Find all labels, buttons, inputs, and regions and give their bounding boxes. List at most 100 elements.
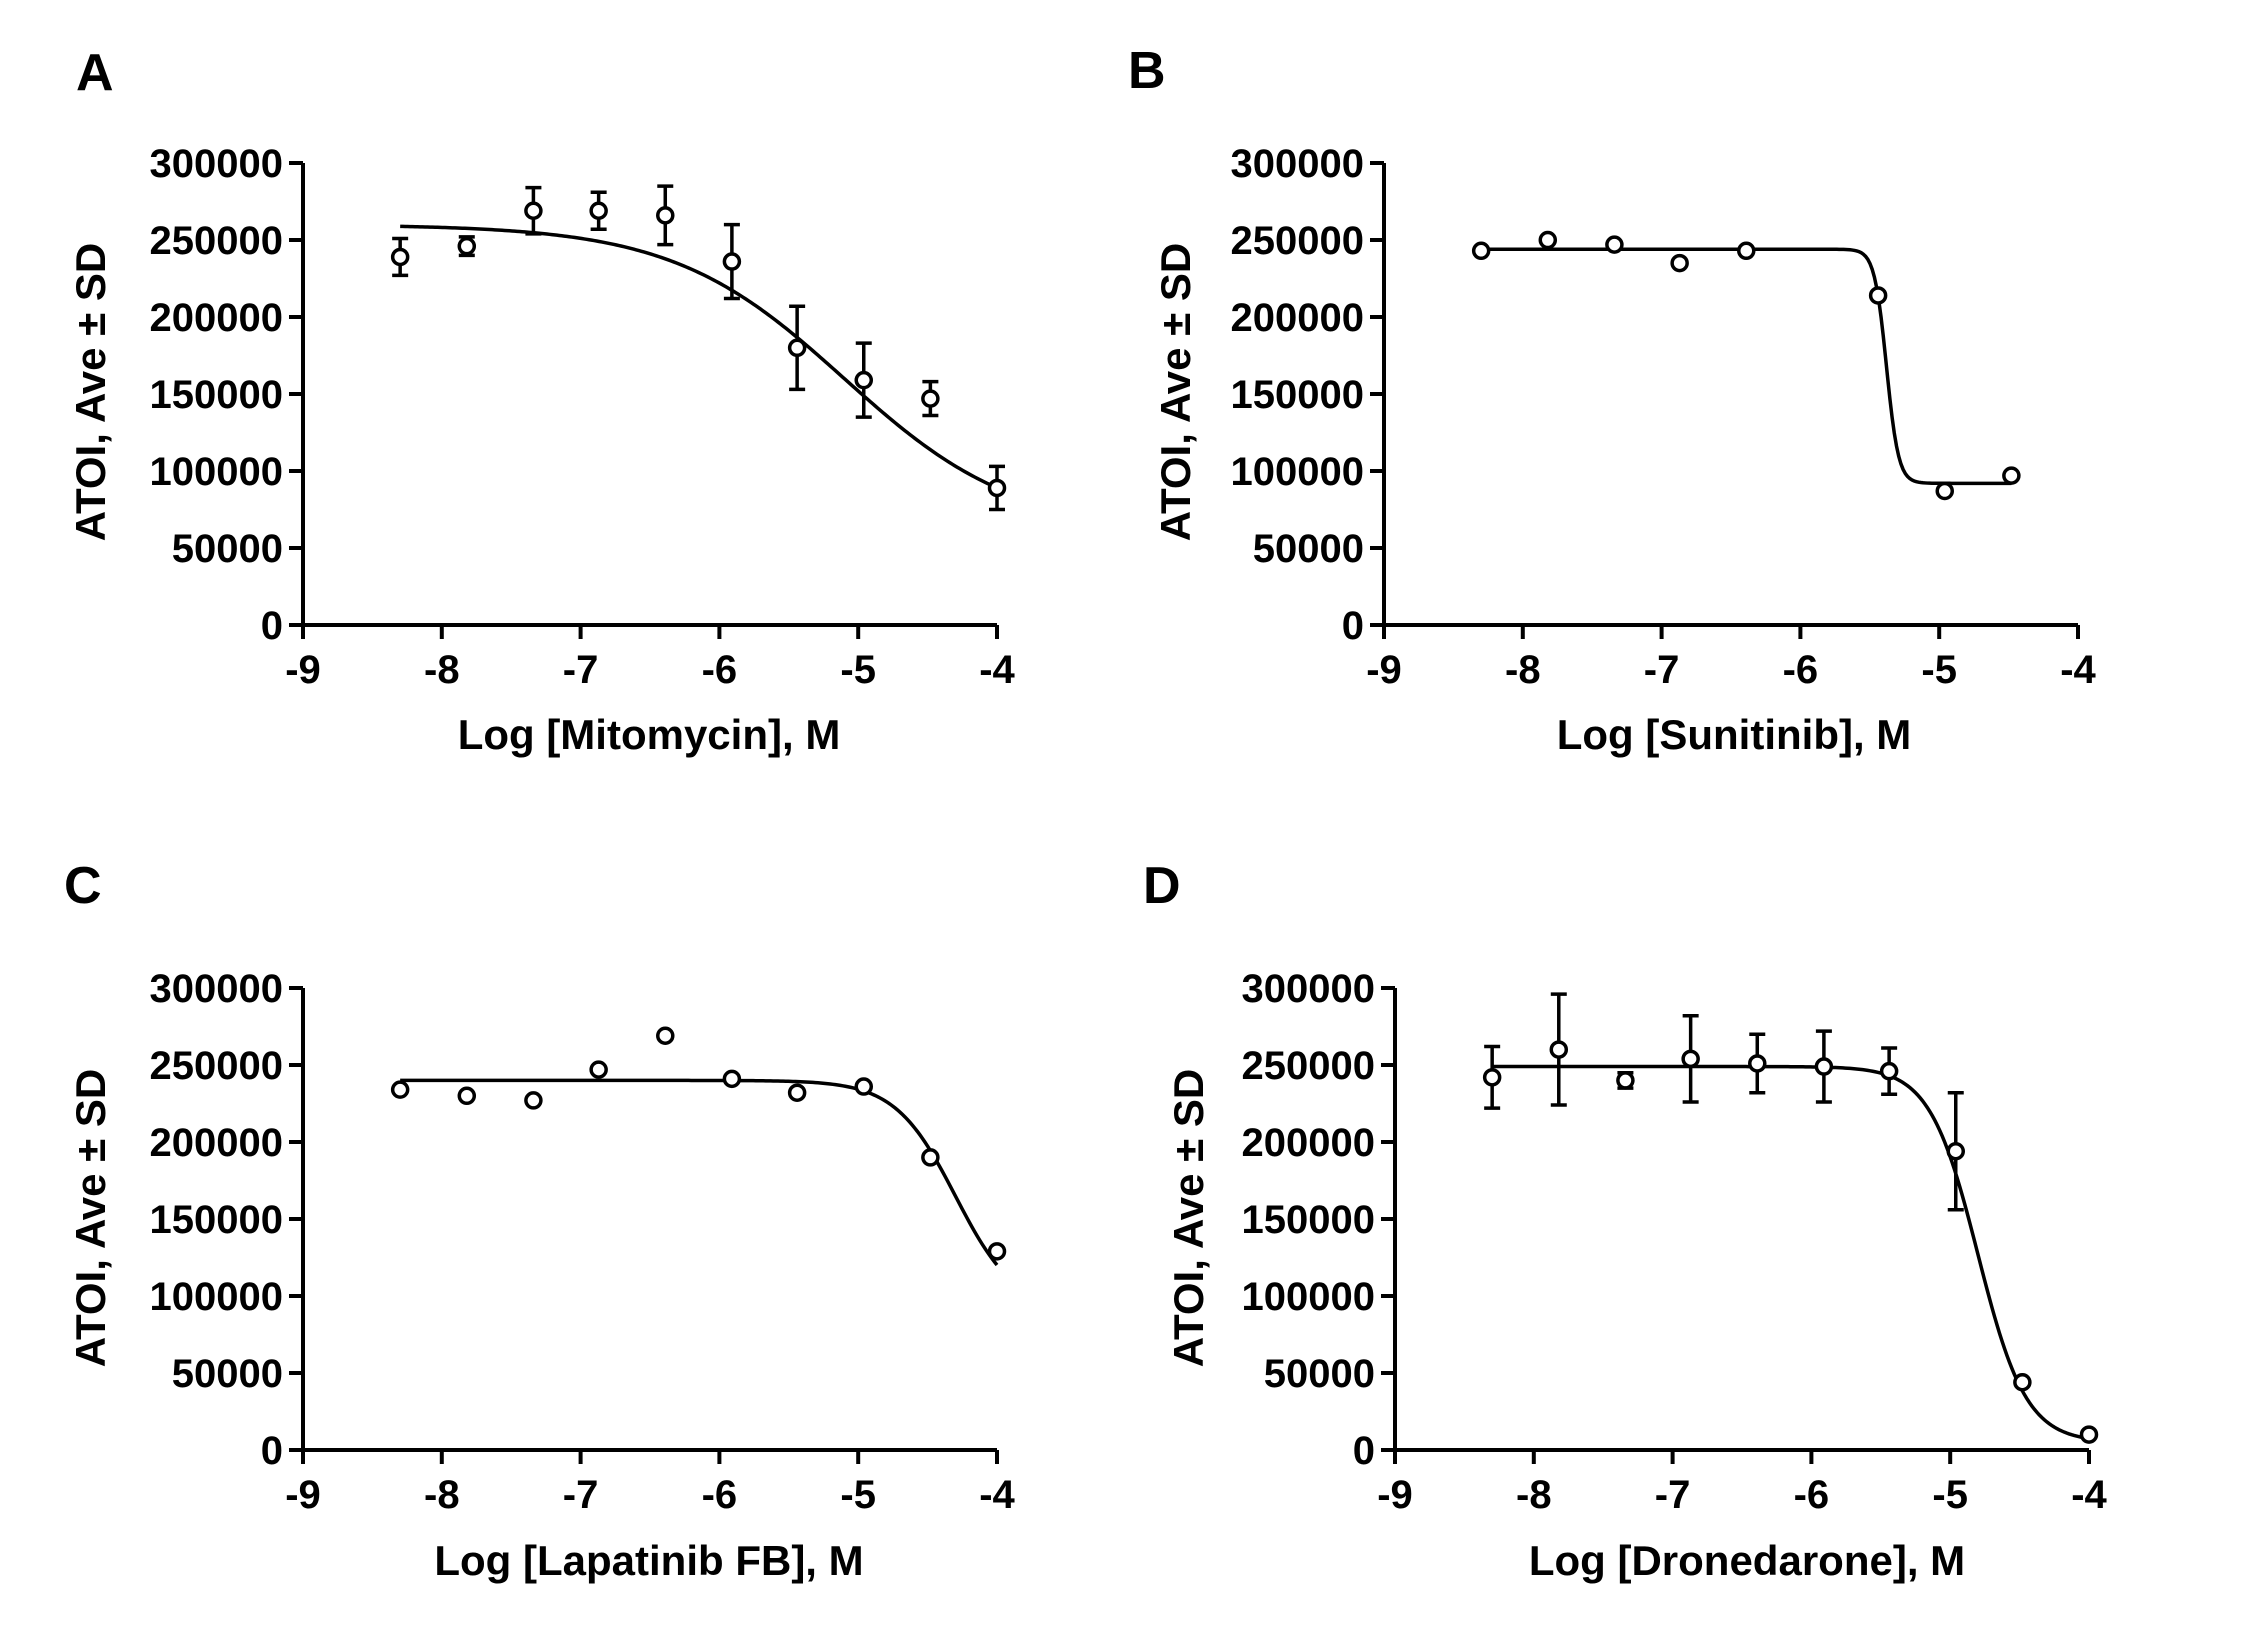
- panel-b: B ATOI, Ave ± SD Log [Sunitinib], M 0 500…: [1128, 42, 2097, 758]
- panel-d-data-point: [1814, 1057, 1834, 1076]
- panel-d-x-tick-label: -8: [1516, 1473, 1552, 1517]
- panel-c-fit-curve: [400, 1078, 999, 1267]
- panel-a-data-point: [390, 247, 410, 267]
- panel-d-data-point: [2013, 1372, 2032, 1392]
- panel-letter-c: C: [64, 857, 102, 915]
- panel-c-x-tick-label: -5: [840, 1473, 876, 1517]
- panel-d-x-tick-label: -7: [1655, 1473, 1691, 1517]
- panel-c-x-tick-label: -4: [979, 1473, 1015, 1517]
- panel-a-x-tick-label: -5: [840, 648, 876, 692]
- panel-c-x-tick-label: -9: [285, 1473, 321, 1517]
- panel-b-data-point: [1737, 241, 1756, 261]
- panel-b-y-tick-label: 50000: [1253, 527, 1364, 571]
- panel-c-data-point: [656, 1026, 675, 1045]
- panel-d-data-point: [1549, 1040, 1569, 1059]
- panel-b-y-tick-label: 250000: [1231, 219, 1364, 263]
- panel-b-x-axis-label: Log [Sunitinib], M: [1557, 711, 1912, 758]
- panel-a-y-tick-label: 100000: [150, 450, 283, 494]
- panel-c-y-tick-label: 300000: [150, 967, 283, 1011]
- panel-letter-a: A: [76, 44, 114, 102]
- panel-a-y-tick-label: 200000: [150, 296, 283, 340]
- panel-c-data-point: [854, 1077, 874, 1096]
- panel-d-y-axis-label: ATOI, Ave ± SD: [1165, 1069, 1212, 1367]
- panel-c-data-point: [987, 1242, 1007, 1261]
- panel-letter-b: B: [1128, 42, 1166, 100]
- panel-c-data-point: [722, 1069, 742, 1089]
- panel-a: A ATOI, Ave ± SD Log [Mitomycin], M 0 500…: [67, 44, 1016, 758]
- panel-c-data-point: [457, 1086, 477, 1106]
- panel-c-y-tick-label: 200000: [150, 1121, 283, 1165]
- panel-c-x-tick-label: -8: [424, 1473, 460, 1517]
- panel-a-fit-curve: [400, 224, 998, 490]
- panel-a-y-tick-label: 0: [261, 604, 283, 648]
- panel-b-data-point: [2002, 466, 2021, 485]
- panel-d-y-tick-label: 50000: [1264, 1352, 1375, 1396]
- panel-b-x-tick-label: -8: [1505, 648, 1541, 692]
- panel-b-data-point: [1471, 241, 1491, 261]
- panel-b-y-tick-label: 300000: [1231, 142, 1364, 186]
- panel-b-y-tick-label: 150000: [1231, 373, 1364, 417]
- panel-b-data-point: [1538, 230, 1558, 250]
- panel-d-y-tick-label: 200000: [1242, 1121, 1375, 1165]
- panel-d: D ATOI, Ave ± SD Log [Dronedarone], M 0 5…: [1143, 857, 2108, 1584]
- panel-letter-d: D: [1143, 857, 1181, 915]
- panel-c-data-point: [921, 1148, 940, 1167]
- panel-a-y-tick-label: 50000: [172, 527, 283, 571]
- panel-b-fit-curve: [1481, 247, 2012, 486]
- panel-d-data-point: [2079, 1425, 2099, 1444]
- panel-a-y-tick-label: 150000: [150, 373, 283, 417]
- panel-b-x-tick-label: -6: [1783, 648, 1819, 692]
- panel-c-y-tick-label: 100000: [150, 1275, 283, 1319]
- panel-c-y-tick-label: 150000: [150, 1198, 283, 1242]
- panel-d-x-tick-label: -4: [2071, 1473, 2107, 1517]
- panel-b-data-point: [1605, 235, 1624, 254]
- panel-c-data-point: [524, 1091, 543, 1110]
- panel-b-x-tick-label: -4: [2060, 648, 2096, 692]
- panel-a-y-tick-label: 300000: [150, 142, 283, 186]
- panel-c-y-tick-label: 50000: [172, 1352, 283, 1396]
- panel-a-data-point: [921, 389, 940, 408]
- panel-d-data-point: [1748, 1054, 1767, 1073]
- panel-d-x-tick-label: -5: [1932, 1473, 1968, 1517]
- panel-a-data-point: [656, 206, 675, 225]
- panel-a-data-point: [524, 201, 543, 220]
- panel-b-data-point: [1670, 253, 1689, 273]
- panel-c-y-tick-label: 250000: [150, 1044, 283, 1088]
- panel-b-data-point: [1868, 286, 1888, 305]
- panel-b-data-point: [1935, 481, 1955, 501]
- panel-a-data-point: [854, 370, 874, 390]
- panel-a-x-tick-label: -7: [563, 648, 599, 692]
- panel-b-x-tick-label: -9: [1366, 648, 1402, 692]
- panel-a-x-tick-label: -6: [702, 648, 738, 692]
- panel-b-x-tick-label: -5: [1921, 648, 1957, 692]
- panel-d-x-tick-label: -6: [1794, 1473, 1830, 1517]
- panel-d-y-tick-label: 150000: [1242, 1198, 1375, 1242]
- panel-b-y-tick-label: 200000: [1231, 296, 1364, 340]
- panel-d-data-point: [1879, 1061, 1899, 1081]
- panel-d-data-point: [1616, 1071, 1635, 1090]
- panel-c-x-tick-label: -7: [563, 1473, 599, 1517]
- panel-d-fit-curve: [1492, 1064, 2090, 1441]
- panel-d-y-tick-label: 0: [1353, 1429, 1375, 1473]
- panel-c-data-point: [390, 1080, 410, 1099]
- panel-c-data-point: [589, 1060, 608, 1079]
- panel-d-y-tick-label: 300000: [1242, 967, 1375, 1011]
- panel-d-data-point: [1946, 1141, 1966, 1161]
- panel-d-data-point: [1681, 1049, 1700, 1069]
- panel-b-y-axis-label: ATOI, Ave ± SD: [1152, 243, 1199, 541]
- panel-d-x-axis-label: Log [Dronedarone], M: [1529, 1537, 1965, 1584]
- panel-c-y-axis-label: ATOI, Ave ± SD: [67, 1069, 114, 1367]
- panel-a-data-point: [457, 236, 477, 256]
- panel-b-y-tick-label: 100000: [1231, 450, 1364, 494]
- panel-a-x-tick-label: -8: [424, 648, 460, 692]
- panel-a-x-tick-label: -9: [285, 648, 321, 692]
- panel-a-y-tick-label: 250000: [150, 219, 283, 263]
- panel-a-data-point: [987, 478, 1007, 498]
- panel-a-y-axis-label: ATOI, Ave ± SD: [67, 243, 114, 541]
- panel-a-data-point: [589, 201, 608, 220]
- panel-a-x-axis-label: Log [Mitomycin], M: [458, 711, 841, 758]
- panel-c-x-axis-label: Log [Lapatinib FB], M: [434, 1537, 863, 1584]
- panel-d-data-point: [1482, 1068, 1502, 1087]
- panel-d-y-tick-label: 100000: [1242, 1275, 1375, 1319]
